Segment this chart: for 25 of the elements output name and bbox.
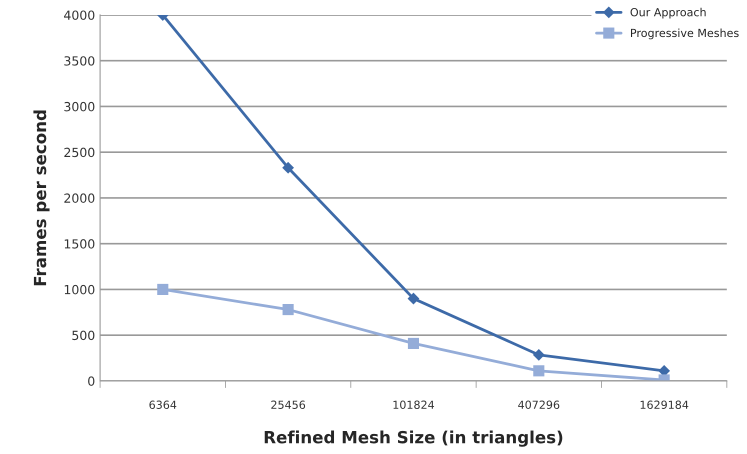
y-tick-label: 2000: [64, 193, 94, 203]
y-tick-label: 2500: [64, 148, 94, 158]
y-tick-label: 1500: [64, 239, 94, 249]
y-tick-label: 0: [88, 376, 94, 386]
y-axis-title: Frames per second: [33, 110, 50, 286]
x-tick-label: 407296: [518, 400, 560, 409]
x-tick-label: 25456: [271, 400, 306, 409]
legend-label: Our Approach: [630, 8, 706, 19]
y-tick-label: 3000: [64, 102, 94, 112]
point: [532, 348, 545, 361]
point: [533, 365, 544, 376]
point: [408, 292, 420, 304]
x-tick-label: 1629184: [640, 400, 688, 409]
x-axis-title: Refined Mesh Size (in triangles): [264, 430, 562, 447]
y-tick-label: 3500: [64, 56, 94, 66]
y-tick-label: 500: [72, 330, 94, 340]
point: [408, 338, 420, 349]
x-tick-label: 101824: [393, 400, 434, 409]
point: [157, 284, 168, 295]
y-tick-label: 4000: [64, 10, 94, 20]
y-tick-label: 1000: [64, 284, 94, 294]
x-tick-label: 6364: [149, 400, 176, 409]
legend-label: Progressive Meshes: [630, 28, 739, 40]
point: [282, 162, 294, 174]
point: [282, 304, 294, 316]
